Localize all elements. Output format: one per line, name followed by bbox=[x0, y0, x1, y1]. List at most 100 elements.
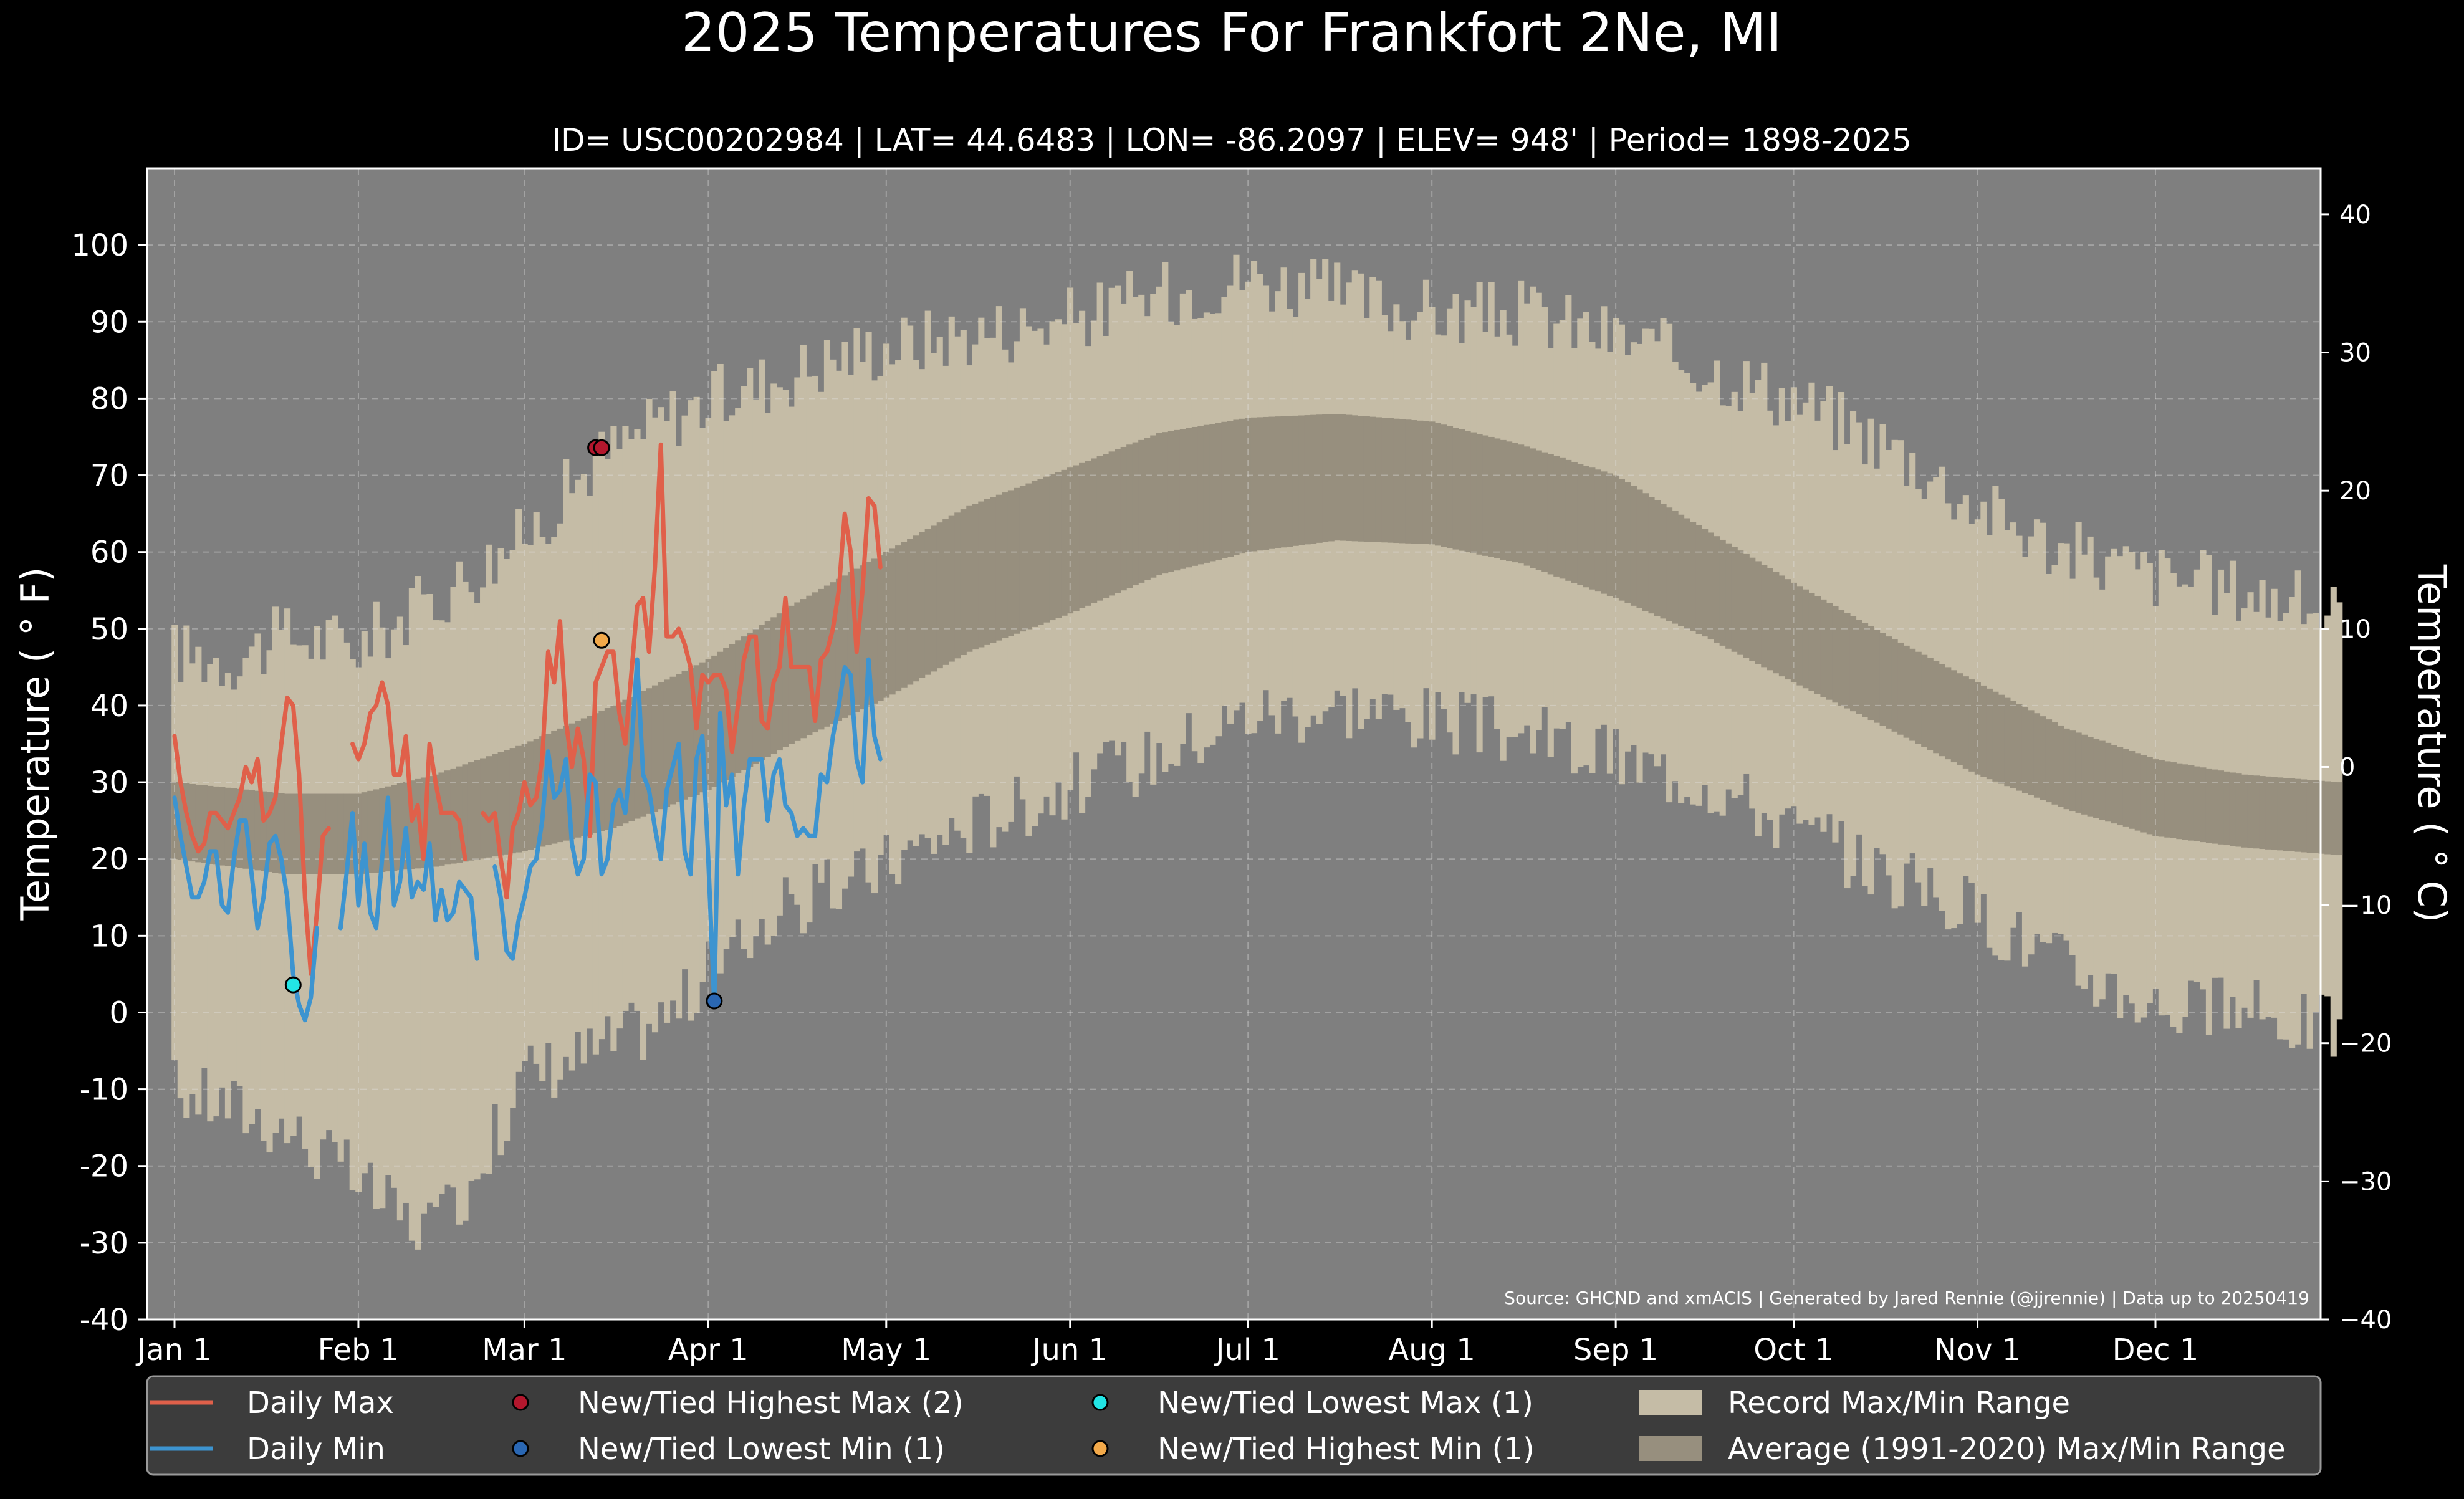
average-range-bar bbox=[1950, 670, 1957, 763]
x-tick-label: Jun 1 bbox=[1030, 1333, 1108, 1367]
average-range-bar bbox=[2069, 730, 2076, 812]
average-range-bar bbox=[646, 688, 653, 814]
average-range-bar bbox=[711, 655, 718, 787]
average-range-bar bbox=[2140, 755, 2147, 833]
average-range-bar bbox=[2193, 766, 2200, 841]
average-range-bar bbox=[1250, 417, 1258, 552]
legend-marker-swatch bbox=[512, 1440, 529, 1457]
average-range-bar bbox=[747, 632, 754, 767]
average-range-bar bbox=[1132, 442, 1139, 586]
record-marker-point bbox=[706, 992, 723, 1010]
x-tick-label: Dec 1 bbox=[2112, 1333, 2199, 1367]
source-note: Source: GHCND and xmACIS | Generated by … bbox=[1504, 1288, 2309, 1308]
record-range-bar bbox=[396, 616, 403, 1221]
average-range-bar bbox=[907, 539, 914, 685]
record-range-bar bbox=[213, 658, 219, 1117]
average-range-bar bbox=[1393, 418, 1400, 544]
average-range-bar bbox=[1980, 685, 1987, 777]
record-range-bar bbox=[290, 644, 297, 1136]
record-range-bar bbox=[337, 628, 344, 1162]
average-range-bar bbox=[1559, 457, 1566, 579]
y-right-tick-label: 30 bbox=[2339, 339, 2371, 368]
average-range-bar bbox=[467, 762, 475, 861]
average-range-bar bbox=[1998, 694, 2005, 784]
record-range-bar bbox=[189, 663, 196, 1094]
average-range-bar bbox=[568, 723, 575, 840]
record-range-bar bbox=[474, 603, 481, 1180]
average-range-bar bbox=[2330, 782, 2337, 855]
chart-title: 2025 Temperatures For Frankfort 2Ne, MI bbox=[681, 2, 1782, 64]
average-range-bar bbox=[1162, 432, 1169, 574]
average-range-bar bbox=[1589, 467, 1596, 590]
average-range-bar bbox=[592, 713, 599, 833]
average-range-bar bbox=[1654, 500, 1661, 616]
average-range-bar bbox=[278, 793, 285, 874]
average-range-bar bbox=[1085, 461, 1091, 606]
average-range-bar bbox=[2265, 776, 2272, 850]
record-range-bar bbox=[444, 622, 451, 1185]
average-range-bar bbox=[1429, 421, 1436, 545]
record-marker-point bbox=[284, 976, 302, 994]
average-range-bar bbox=[272, 792, 279, 873]
average-range-bar bbox=[444, 770, 451, 865]
average-range-bar bbox=[1025, 483, 1032, 630]
average-range-bar bbox=[284, 793, 291, 874]
average-range-bar bbox=[361, 792, 368, 874]
average-range-bar bbox=[1618, 479, 1626, 601]
average-range-bar bbox=[1280, 416, 1287, 548]
average-range-bar bbox=[972, 504, 979, 650]
average-range-bar bbox=[1849, 616, 1857, 712]
average-range-bar bbox=[504, 750, 511, 855]
average-range-bar bbox=[1411, 420, 1417, 544]
average-range-bar bbox=[337, 793, 344, 874]
average-range-bar bbox=[248, 790, 256, 870]
record-range-bar bbox=[361, 631, 368, 1174]
average-range-bar bbox=[254, 790, 261, 871]
average-range-bar bbox=[1387, 418, 1394, 543]
y-axis-label-right: Temperature ( ° C) bbox=[2409, 564, 2455, 923]
average-range-bar bbox=[213, 786, 219, 865]
average-range-bar bbox=[1506, 441, 1513, 562]
average-range-bar bbox=[1731, 547, 1738, 652]
average-range-bar bbox=[2016, 704, 2023, 791]
average-range-bar bbox=[201, 785, 208, 863]
average-range-bar bbox=[1067, 467, 1074, 614]
average-range-bar bbox=[1666, 507, 1673, 621]
average-range-bar bbox=[2021, 707, 2029, 793]
average-range-bar bbox=[1755, 561, 1762, 664]
average-range-bar bbox=[2051, 722, 2058, 805]
average-range-bar bbox=[1043, 476, 1050, 623]
y-axis-label: Temperature ( ° F) bbox=[12, 567, 58, 921]
average-range-bar bbox=[741, 636, 747, 770]
average-range-bar bbox=[456, 766, 463, 863]
average-range-bar bbox=[877, 555, 884, 701]
y-tick-label: -30 bbox=[80, 1226, 128, 1261]
average-range-bar bbox=[1577, 464, 1584, 585]
average-range-bar bbox=[1239, 418, 1246, 554]
average-range-bar bbox=[1820, 599, 1827, 697]
average-range-bar bbox=[1672, 510, 1679, 624]
average-range-bar bbox=[1233, 419, 1240, 555]
legend-label: New/Tied Lowest Min (1) bbox=[578, 1432, 945, 1467]
record-range-bar bbox=[195, 646, 202, 1115]
average-range-bar bbox=[1767, 568, 1773, 671]
average-range-bar bbox=[1702, 529, 1709, 637]
average-range-bar bbox=[1174, 429, 1181, 571]
average-range-bar bbox=[1886, 636, 1892, 729]
average-range-bar bbox=[1346, 414, 1353, 541]
record-range-bar bbox=[438, 620, 445, 1194]
x-tick-label: Apr 1 bbox=[668, 1333, 749, 1367]
y-tick-label: 50 bbox=[90, 612, 128, 647]
average-range-bar bbox=[2129, 750, 2136, 829]
average-range-bar bbox=[1334, 414, 1341, 541]
average-range-bar bbox=[2247, 775, 2254, 848]
average-range-bar bbox=[1108, 451, 1115, 596]
average-range-bar bbox=[1541, 452, 1548, 572]
average-range-bar bbox=[2229, 772, 2236, 846]
record-marker-point bbox=[593, 631, 610, 649]
legend-label: Record Max/Min Range bbox=[1728, 1386, 2070, 1420]
average-range-bar bbox=[1785, 579, 1791, 680]
average-range-bar bbox=[865, 562, 872, 707]
record-range-bar bbox=[379, 627, 386, 1209]
